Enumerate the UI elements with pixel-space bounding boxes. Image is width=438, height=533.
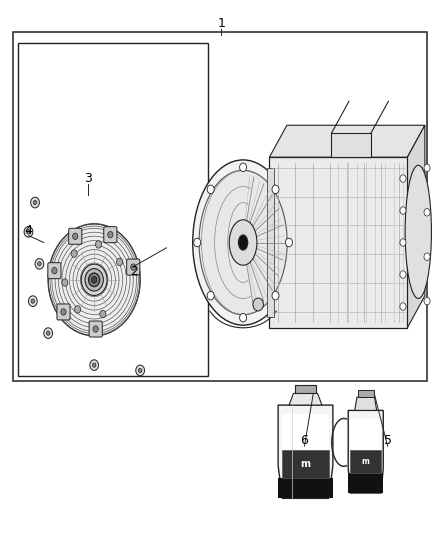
Circle shape — [38, 262, 41, 266]
Text: 5: 5 — [384, 434, 392, 447]
Bar — [282, 450, 329, 478]
Text: m: m — [300, 459, 311, 469]
Bar — [278, 478, 333, 498]
Text: 2: 2 — [130, 265, 138, 278]
Circle shape — [194, 238, 201, 247]
Circle shape — [240, 163, 247, 172]
Bar — [18, 43, 208, 376]
Ellipse shape — [199, 170, 287, 315]
Circle shape — [73, 233, 78, 239]
Circle shape — [52, 268, 57, 274]
FancyBboxPatch shape — [89, 321, 102, 337]
Circle shape — [240, 313, 247, 322]
Circle shape — [424, 253, 430, 261]
Bar — [332, 133, 371, 157]
Polygon shape — [348, 410, 383, 493]
Circle shape — [62, 279, 68, 286]
Circle shape — [117, 258, 123, 265]
Circle shape — [93, 326, 98, 332]
Circle shape — [424, 164, 430, 172]
Circle shape — [272, 292, 279, 300]
Circle shape — [272, 185, 279, 193]
Bar — [295, 385, 316, 393]
FancyBboxPatch shape — [69, 228, 82, 244]
Circle shape — [424, 208, 430, 216]
Circle shape — [100, 310, 106, 318]
Polygon shape — [355, 397, 377, 410]
Circle shape — [44, 328, 53, 338]
Bar — [269, 157, 407, 328]
Circle shape — [85, 269, 103, 291]
Bar — [282, 415, 329, 450]
Circle shape — [24, 227, 33, 237]
Circle shape — [253, 298, 263, 311]
FancyBboxPatch shape — [127, 259, 140, 275]
Circle shape — [138, 368, 142, 373]
Ellipse shape — [239, 235, 247, 250]
Ellipse shape — [405, 165, 431, 298]
Circle shape — [207, 185, 214, 193]
Circle shape — [46, 331, 50, 335]
Circle shape — [27, 230, 30, 234]
Polygon shape — [278, 405, 333, 498]
Ellipse shape — [193, 160, 293, 325]
Circle shape — [95, 241, 102, 248]
Circle shape — [35, 259, 44, 269]
Circle shape — [61, 309, 66, 315]
Circle shape — [136, 365, 145, 376]
Circle shape — [131, 264, 136, 270]
Bar — [348, 473, 383, 493]
FancyBboxPatch shape — [48, 263, 61, 279]
FancyBboxPatch shape — [57, 304, 70, 320]
Circle shape — [400, 175, 406, 182]
Polygon shape — [407, 125, 425, 328]
Ellipse shape — [229, 220, 257, 265]
Text: 6: 6 — [300, 434, 308, 447]
Bar — [13, 32, 427, 381]
Bar — [358, 390, 374, 397]
Circle shape — [424, 297, 430, 305]
Polygon shape — [289, 393, 322, 405]
Text: 4: 4 — [25, 224, 32, 237]
Bar — [267, 168, 274, 317]
FancyBboxPatch shape — [104, 227, 117, 243]
Circle shape — [400, 303, 406, 310]
Circle shape — [400, 239, 406, 246]
Circle shape — [207, 292, 214, 300]
Circle shape — [286, 238, 293, 247]
Circle shape — [90, 360, 99, 370]
Polygon shape — [269, 125, 425, 157]
Circle shape — [400, 207, 406, 214]
Text: m: m — [362, 457, 370, 466]
Circle shape — [400, 271, 406, 278]
Circle shape — [71, 250, 77, 257]
Circle shape — [81, 264, 107, 295]
Circle shape — [31, 197, 39, 208]
Circle shape — [33, 200, 37, 205]
Circle shape — [108, 231, 113, 238]
Text: 1: 1 — [217, 18, 225, 30]
Bar — [350, 450, 381, 473]
Circle shape — [74, 306, 81, 313]
Circle shape — [92, 277, 97, 283]
Circle shape — [28, 296, 37, 306]
Circle shape — [31, 299, 35, 303]
Circle shape — [48, 224, 140, 336]
Bar — [350, 419, 381, 450]
Circle shape — [92, 363, 96, 367]
Text: 3: 3 — [84, 172, 92, 185]
Circle shape — [88, 273, 100, 287]
